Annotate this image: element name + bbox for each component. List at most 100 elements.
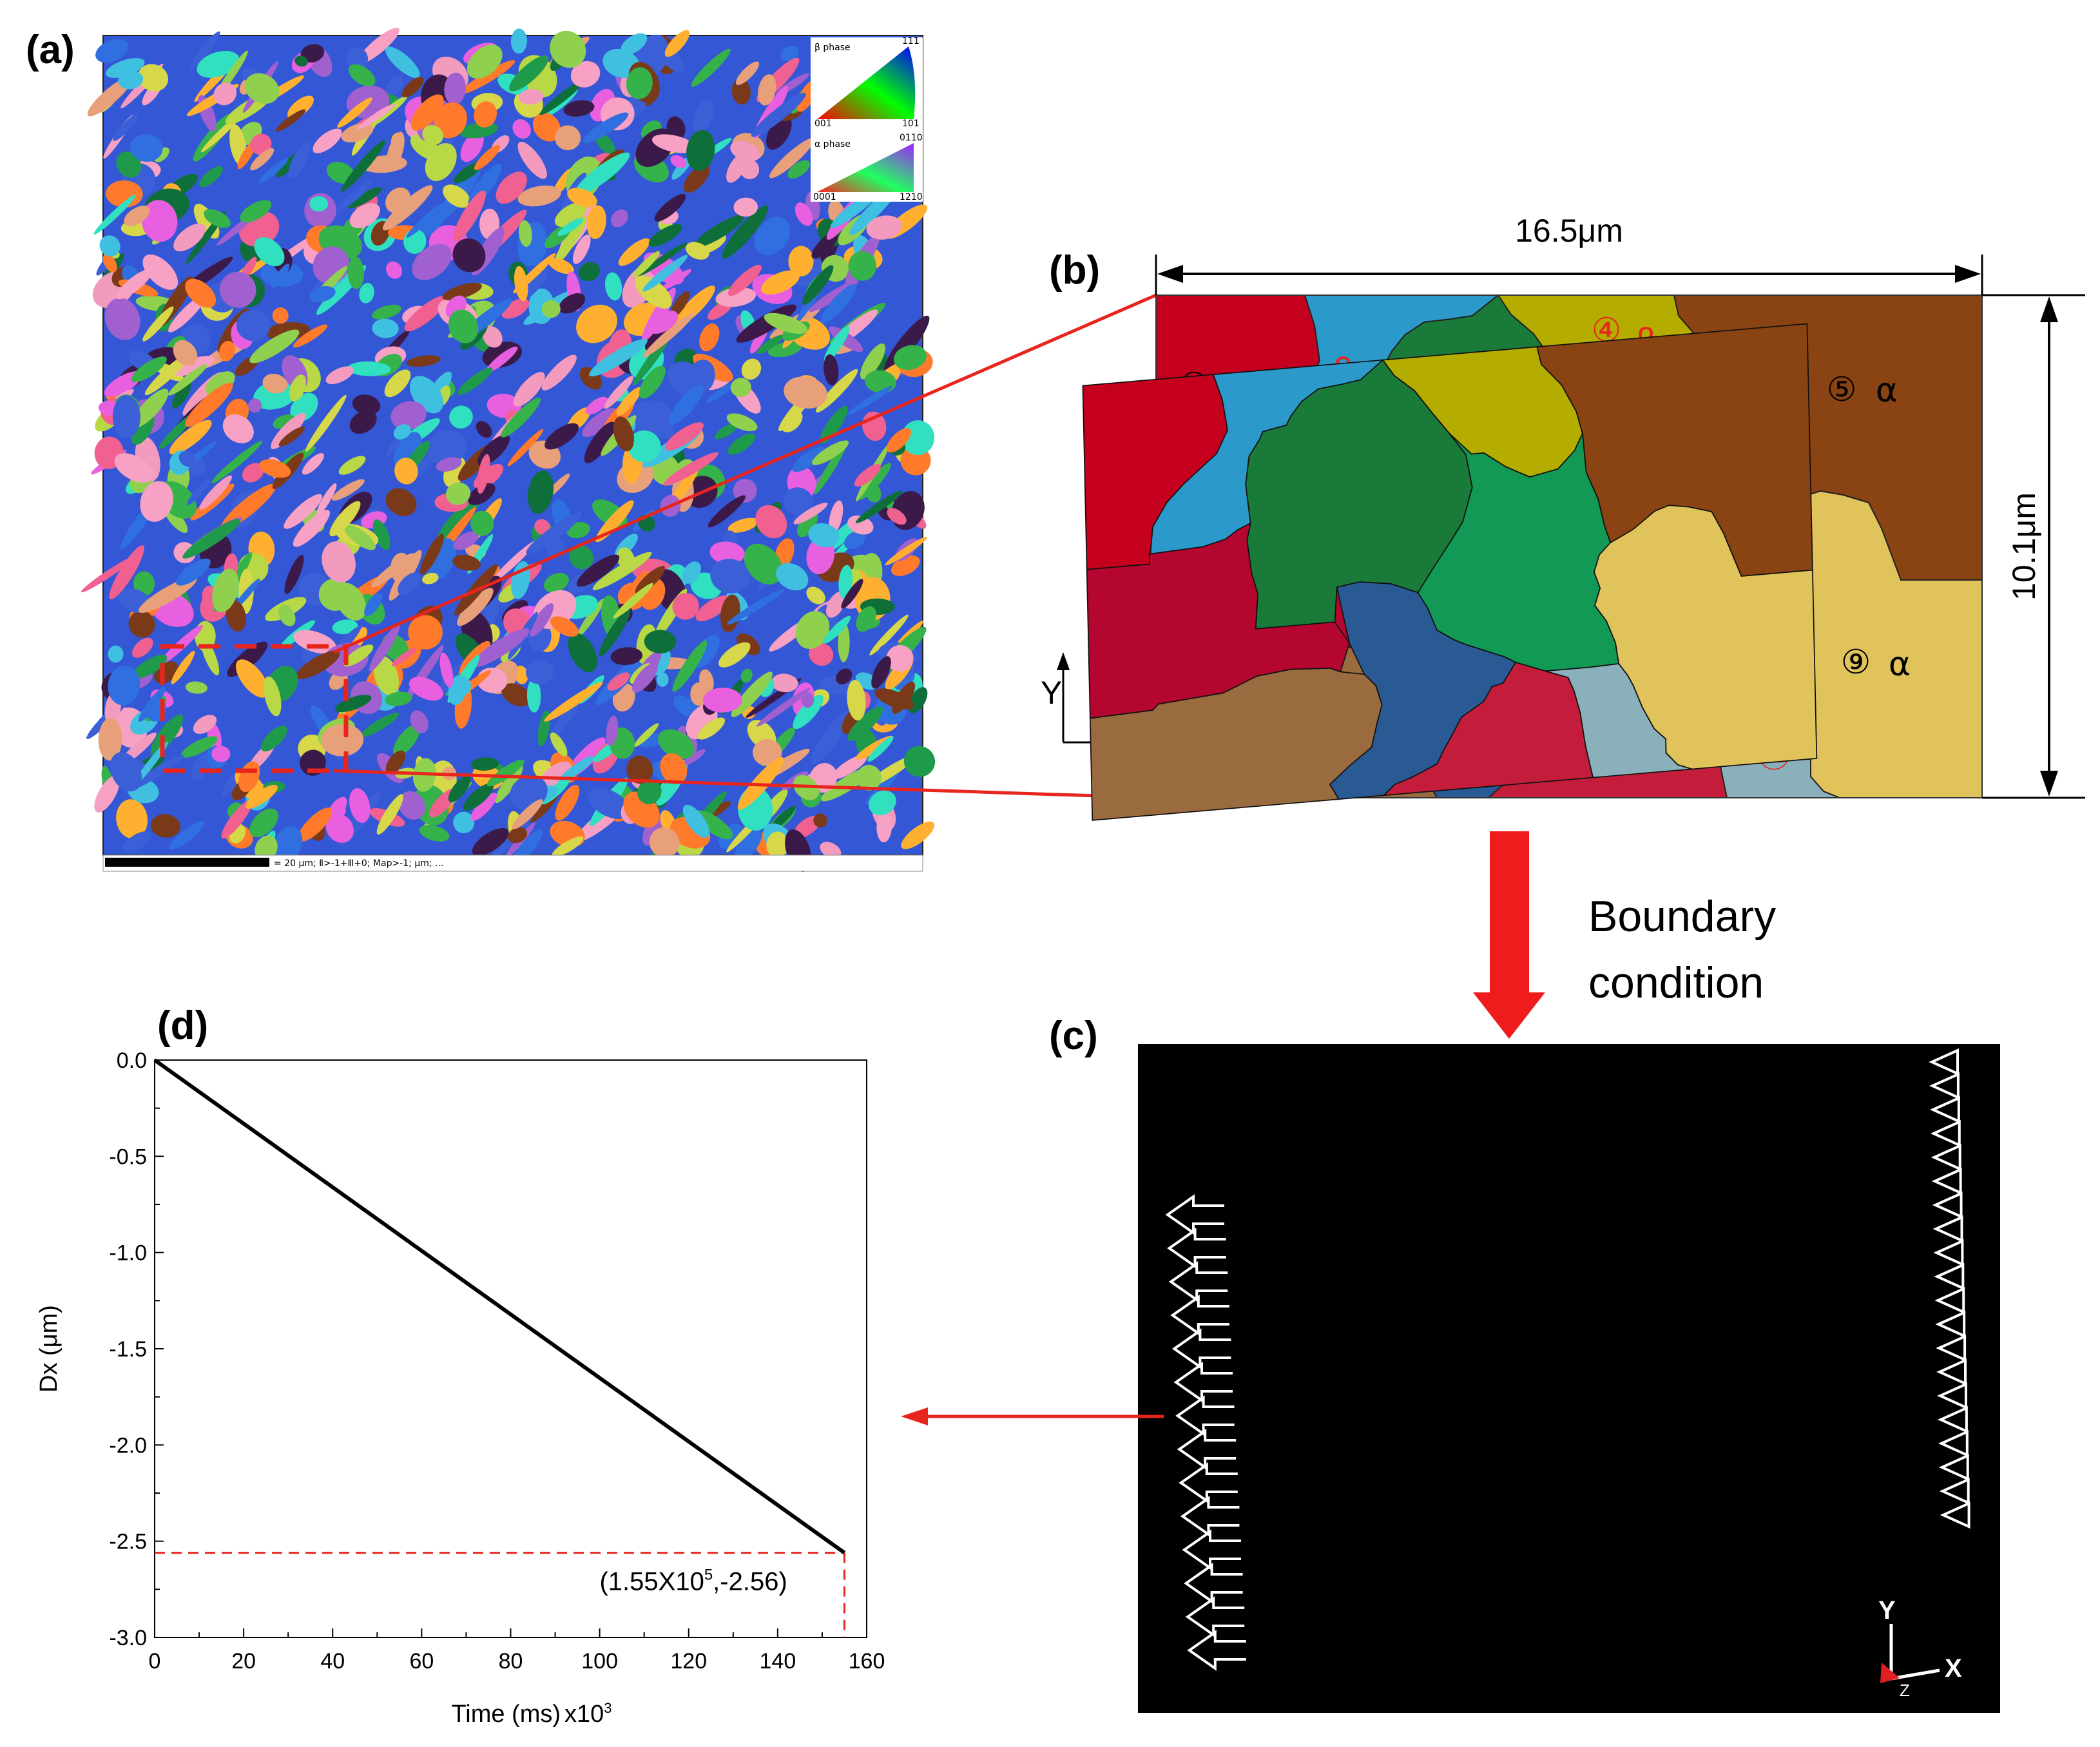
grain xyxy=(660,269,691,291)
grain xyxy=(142,306,174,342)
width-label: 16.5μm xyxy=(1515,213,1623,249)
grain xyxy=(541,300,561,318)
grain xyxy=(172,380,191,409)
grain xyxy=(453,531,479,550)
grain xyxy=(273,826,303,863)
grain xyxy=(284,555,304,594)
load-arrow xyxy=(1170,1295,1229,1336)
grain xyxy=(709,541,745,565)
grain xyxy=(94,775,120,813)
grain xyxy=(682,804,709,838)
grain xyxy=(761,270,800,295)
grain xyxy=(658,729,695,759)
load-arrow xyxy=(1177,1429,1237,1470)
support-triangle xyxy=(1936,1334,1967,1362)
grain xyxy=(259,459,291,478)
grain xyxy=(734,829,762,862)
grain xyxy=(632,662,658,693)
grain xyxy=(129,755,184,790)
grain xyxy=(633,251,660,278)
grain xyxy=(541,354,577,391)
grain xyxy=(771,673,798,693)
grain xyxy=(142,254,178,290)
grain xyxy=(740,669,753,683)
grain xyxy=(708,495,746,528)
grain xyxy=(453,811,475,833)
grain xyxy=(386,75,403,96)
grain xyxy=(663,452,718,486)
y-axis-title: Dx (μm) xyxy=(35,1305,63,1393)
grain xyxy=(250,148,275,171)
support-triangle xyxy=(1932,1191,1963,1219)
grain xyxy=(264,676,282,717)
grain xyxy=(691,48,731,87)
grain xyxy=(666,116,686,140)
grain xyxy=(169,420,212,455)
grain xyxy=(116,151,142,178)
grain xyxy=(841,579,863,609)
grain xyxy=(470,510,494,536)
grain xyxy=(436,492,483,545)
ebsd-grains xyxy=(81,27,936,872)
grain xyxy=(507,429,544,467)
grain xyxy=(869,614,909,656)
grain xyxy=(649,827,680,858)
grain xyxy=(673,285,715,327)
y-tick-label: -2.5 xyxy=(109,1530,147,1554)
grain xyxy=(702,688,742,713)
grain xyxy=(425,143,457,181)
series-line xyxy=(153,1058,846,1555)
grain xyxy=(648,224,682,247)
grain xyxy=(856,764,882,791)
x-tick-label: 140 xyxy=(760,1649,796,1674)
grain xyxy=(321,724,364,757)
grain xyxy=(448,775,471,803)
coordinate-triad: Y X Z xyxy=(1878,1596,1962,1700)
grain xyxy=(187,479,210,505)
grain xyxy=(106,58,145,78)
grain xyxy=(684,164,710,193)
grain xyxy=(150,715,184,756)
grain xyxy=(727,517,759,533)
grain xyxy=(582,408,617,438)
grain xyxy=(735,61,760,85)
support-triangle xyxy=(1930,1119,1961,1148)
grain xyxy=(293,324,328,348)
grain xyxy=(482,326,503,348)
grain xyxy=(93,194,136,235)
grain xyxy=(485,346,518,373)
grain xyxy=(104,298,140,340)
grain xyxy=(642,255,688,292)
grain xyxy=(197,50,240,78)
grain xyxy=(816,369,858,413)
grain xyxy=(548,257,574,275)
grain xyxy=(278,427,305,447)
grain xyxy=(544,682,603,722)
grain xyxy=(589,338,648,377)
grain xyxy=(625,570,648,603)
grain xyxy=(472,828,509,856)
grain xyxy=(722,206,768,259)
grain xyxy=(352,394,381,415)
grain xyxy=(169,820,205,850)
grain xyxy=(360,712,400,737)
grain xyxy=(824,325,850,363)
grain xyxy=(345,47,369,70)
grain xyxy=(766,831,789,858)
grain xyxy=(651,134,696,153)
grain xyxy=(486,759,525,787)
grain-phase-9: α xyxy=(1889,645,1911,684)
grain xyxy=(385,750,406,775)
grain xyxy=(530,603,554,637)
y-tick-label: -3.0 xyxy=(109,1626,147,1650)
grain xyxy=(710,559,750,594)
grain xyxy=(293,510,330,547)
grain xyxy=(140,481,173,522)
grain xyxy=(513,253,555,294)
grain xyxy=(390,401,427,430)
x-axis-title: Time (ms) x103 xyxy=(451,1700,612,1728)
support-triangle xyxy=(1932,1215,1963,1243)
y-tick-label: -1.0 xyxy=(109,1241,147,1266)
grain xyxy=(358,27,400,64)
grain xyxy=(871,656,891,689)
